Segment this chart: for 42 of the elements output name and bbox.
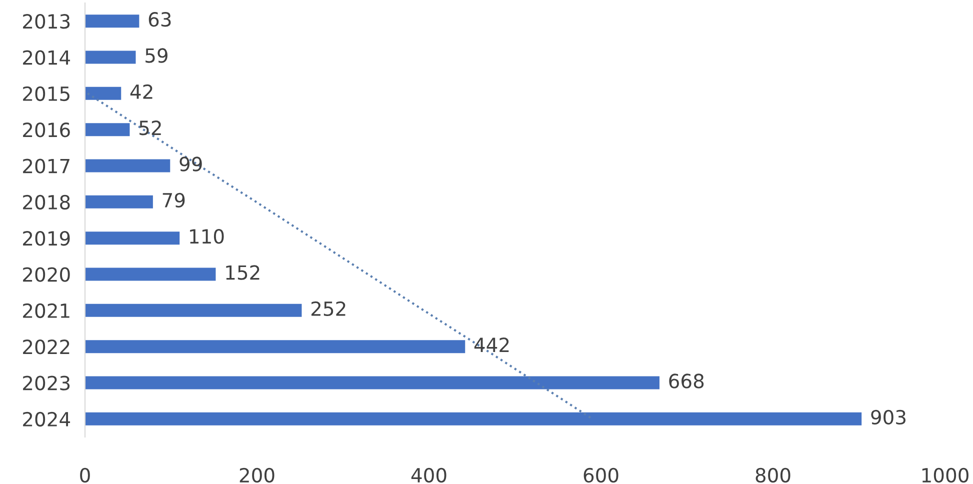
- y-tick-label: 2023: [23, 376, 70, 390]
- data-label: 79: [162, 192, 185, 208]
- data-label: 59: [146, 48, 168, 63]
- y-tick-label: 2021: [23, 303, 70, 318]
- bar: [85, 376, 660, 390]
- x-tick-label: 0: [80, 468, 90, 483]
- y-tick-label: 2013: [23, 14, 70, 29]
- x-tick-label: 600: [584, 468, 618, 483]
- data-label: 99: [180, 156, 202, 172]
- data-label: 63: [148, 12, 171, 27]
- bar: [85, 123, 130, 136]
- y-tick-label: 2015: [23, 86, 70, 102]
- data-label: 668: [669, 374, 704, 388]
- y-tick-label: 2018: [23, 194, 70, 210]
- bar: [85, 14, 140, 28]
- data-label: 42: [130, 84, 152, 99]
- y-tick-label: 2022: [23, 340, 70, 354]
- y-tick-label: 2017: [23, 158, 70, 174]
- x-tick-label: 1000: [922, 468, 968, 483]
- bar: [85, 340, 466, 354]
- y-tick-label: 2020: [23, 267, 70, 282]
- data-label: 110: [190, 229, 224, 244]
- bar: [85, 195, 153, 208]
- bar: [85, 159, 170, 172]
- bar: [85, 268, 216, 281]
- bar: [85, 50, 136, 64]
- data-label: 903: [871, 410, 906, 425]
- y-tick-label: 2016: [23, 122, 70, 138]
- bar: [85, 304, 302, 317]
- data-label: 52: [140, 120, 161, 136]
- data-label: 152: [226, 265, 260, 280]
- bar: [85, 412, 862, 426]
- x-tick-label: 400: [411, 468, 446, 483]
- x-tick-label: 800: [756, 468, 790, 483]
- x-tick-label: 200: [240, 468, 274, 483]
- y-tick-label: 2019: [23, 231, 70, 246]
- y-tick-label: 2014: [23, 50, 70, 65]
- y-tick-label: 2024: [23, 412, 70, 427]
- bar: [85, 232, 180, 245]
- bar: [85, 86, 122, 100]
- data-label: 442: [474, 338, 509, 352]
- data-label: 252: [311, 301, 346, 316]
